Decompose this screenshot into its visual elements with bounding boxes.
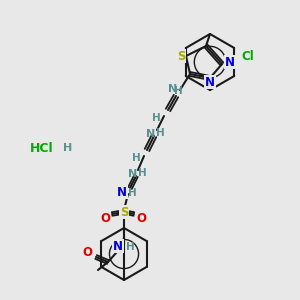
- Text: H: H: [132, 153, 140, 163]
- Text: S: S: [120, 206, 128, 218]
- Text: N: N: [146, 129, 156, 139]
- Text: S: S: [177, 50, 185, 62]
- Text: H: H: [156, 128, 164, 138]
- Text: N: N: [128, 169, 138, 179]
- Text: H: H: [128, 188, 136, 198]
- Text: O: O: [82, 245, 92, 259]
- Text: N: N: [168, 84, 178, 94]
- Text: O: O: [100, 212, 110, 224]
- Text: Cl: Cl: [242, 50, 255, 62]
- Text: N: N: [205, 76, 215, 88]
- Text: H: H: [152, 113, 160, 123]
- Text: N: N: [113, 239, 123, 253]
- Text: HCl: HCl: [30, 142, 54, 154]
- Text: H: H: [63, 143, 73, 153]
- Text: H: H: [138, 168, 146, 178]
- Text: N: N: [117, 185, 127, 199]
- Text: O: O: [136, 212, 146, 224]
- Text: N: N: [225, 56, 235, 68]
- Text: H: H: [126, 242, 134, 252]
- Text: H: H: [174, 86, 182, 96]
